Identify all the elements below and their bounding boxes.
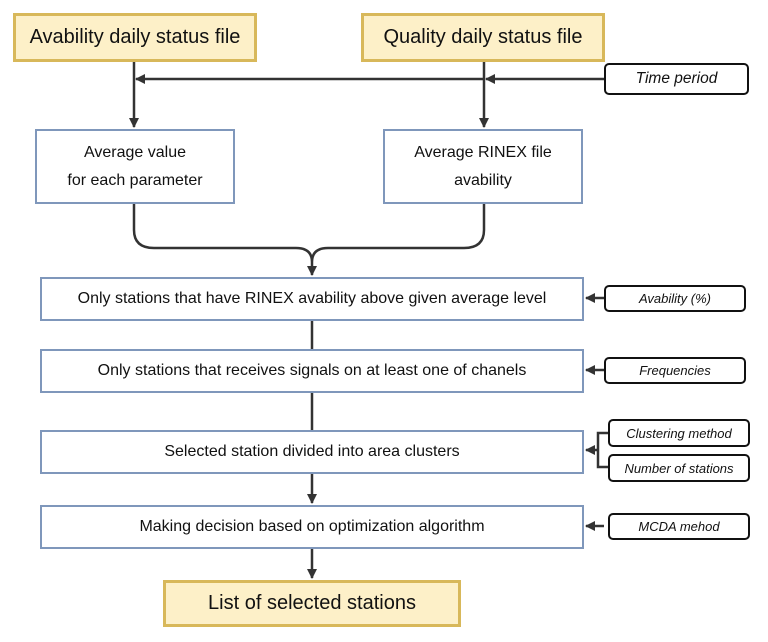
mcda-method-label: MCDA mehod [638,519,720,534]
average-rinex-box: Average RINEX file avability [383,129,583,204]
merge-connector [132,203,486,263]
signals-filter-label: Only stations that receives signals on a… [97,362,527,379]
time-period-param: Time period [604,63,749,95]
number-of-stations-param: Number of stations [608,454,750,482]
availability-param-label: Avability (%) [638,291,711,306]
signals-filter-box: Only stations that receives signals on a… [40,349,584,393]
time-period-label: Time period [635,70,718,87]
quality-file-label: Quality daily status file [383,26,583,48]
availability-filter-box: Only stations that have RINEX avability … [40,277,584,321]
average-value-box: Average value for each parameter [35,129,235,204]
clustering-method-param: Clustering method [608,419,750,447]
result-label: List of selected stations [208,592,416,614]
availability-param: Avability (%) [604,285,746,312]
frequencies-param-label: Frequencies [639,363,711,378]
decision-box: Making decision based on optimization al… [40,505,584,549]
clustering-method-label: Clustering method [626,425,732,441]
frequencies-param: Frequencies [604,357,746,384]
availability-file-label: Avability daily status file [29,26,241,48]
result-box: List of selected stations [163,580,461,627]
mcda-method-param: MCDA mehod [608,513,750,540]
average-rinex-line-1: Average RINEX file [414,143,552,161]
clusters-label: Selected station divided into area clust… [164,443,460,460]
number-of-stations-label: Number of stations [624,460,734,476]
quality-file-box: Quality daily status file [361,13,605,62]
average-rinex-line-2: avability [454,171,512,189]
decision-label: Making decision based on optimization al… [139,518,485,535]
clusters-box: Selected station divided into area clust… [40,430,584,474]
availability-filter-label: Only stations that have RINEX avability … [77,290,547,307]
availability-file-box: Avability daily status file [13,13,257,62]
average-value-line-1: Average value [84,143,186,161]
average-value-line-2: for each parameter [67,171,203,189]
